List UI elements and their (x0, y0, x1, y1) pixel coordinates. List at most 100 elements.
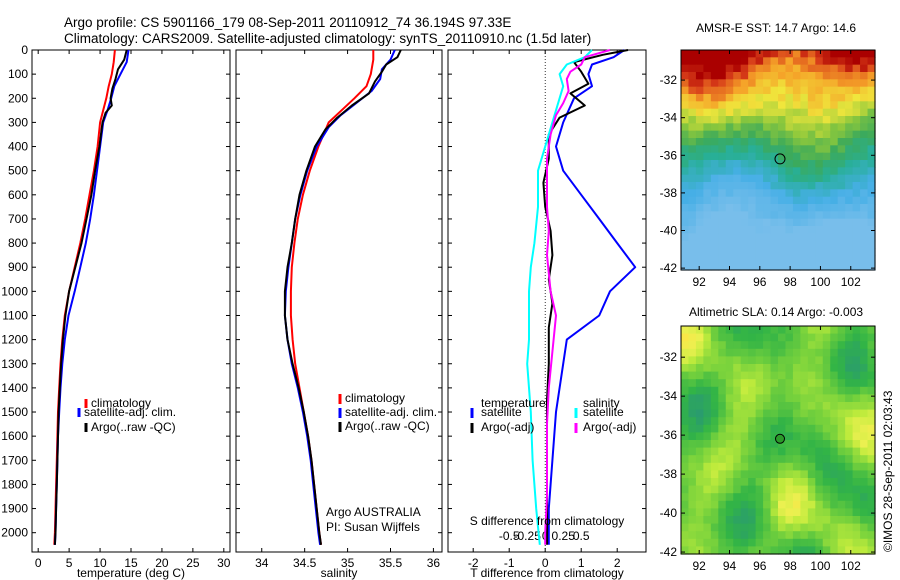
map-cell (770, 226, 779, 234)
map-cell (703, 470, 712, 479)
map-cell (867, 94, 876, 102)
map-cell (860, 516, 869, 525)
map-cell (860, 432, 869, 441)
map-cell (785, 189, 794, 198)
map-cell (718, 531, 727, 540)
map-cell (822, 79, 831, 88)
map-cell (733, 455, 742, 464)
map-cell (770, 116, 779, 124)
map-cell (800, 432, 809, 441)
map-cell (770, 218, 779, 227)
map-cell (845, 167, 854, 176)
map-cell (710, 516, 719, 525)
map-cell (792, 409, 801, 418)
map-cell (815, 470, 824, 479)
map-cell (778, 86, 787, 95)
map-cell (763, 455, 772, 464)
map-cell (763, 182, 772, 190)
map-cell (733, 196, 742, 205)
map-cell (755, 79, 764, 88)
map-cell (867, 248, 876, 256)
map-cell (695, 101, 704, 110)
map-cell (822, 394, 831, 403)
map-cell (807, 145, 816, 154)
depth-tick-label: 1500 (1, 405, 28, 419)
map-cell (785, 138, 794, 146)
x-tick-label: 0 (542, 556, 549, 570)
map-cell (837, 72, 846, 80)
map-cell (718, 196, 727, 205)
map-cell (695, 189, 704, 198)
map-cell (837, 478, 846, 487)
map-cell (681, 478, 690, 487)
map-cell (770, 402, 779, 411)
sla-map-title: Altimetric SLA: 0.14 Argo: -0.003 (689, 305, 863, 319)
series-line (283, 49, 396, 545)
map-cell (688, 64, 697, 73)
map-cell (815, 386, 824, 395)
map-cell (770, 447, 779, 456)
map-cell (681, 233, 690, 242)
map-cell (740, 455, 749, 464)
map-cell (822, 138, 831, 146)
map-cell (815, 348, 824, 357)
map-cell (807, 478, 816, 487)
map-cell (770, 174, 779, 183)
map-cell (785, 101, 794, 110)
map-cell (740, 94, 749, 102)
map-cell (785, 160, 794, 168)
map-cell (725, 123, 734, 132)
map-cell (852, 516, 861, 525)
map-cell (778, 523, 787, 532)
map-cell (815, 101, 824, 110)
map-cell (733, 174, 742, 183)
map-cell (807, 470, 816, 479)
map-cell (792, 447, 801, 456)
depth-tick-label: 600 (8, 188, 28, 202)
map-cell (815, 538, 824, 547)
salinity-panel: 34 34.5 35 35.5 36 salinity climatology sate… (235, 49, 443, 580)
map-cell (681, 240, 690, 249)
map-cell (785, 94, 794, 102)
map-cell (800, 123, 809, 132)
map-cell (695, 402, 704, 411)
map-cell (800, 326, 809, 335)
map-cell (778, 130, 787, 139)
map-cell (740, 182, 749, 190)
map-cell (792, 402, 801, 411)
map-cell (748, 485, 757, 494)
map-cell (733, 182, 742, 190)
map-cell (703, 50, 712, 58)
map-cell (718, 470, 727, 479)
map-cell (755, 386, 764, 395)
map-cell (785, 167, 794, 176)
map-cell (688, 333, 697, 342)
map-cell (822, 440, 831, 449)
map-cell (695, 130, 704, 139)
map-cell (815, 233, 824, 242)
map-cell (785, 152, 794, 161)
map-cell (763, 116, 772, 124)
map-cell (740, 326, 749, 335)
map-cell (725, 160, 734, 168)
map-cell (733, 516, 742, 525)
map-cell (822, 470, 831, 479)
map-cell (681, 348, 690, 357)
map-cell (695, 145, 704, 154)
map-cell (755, 523, 764, 532)
map-cell (852, 94, 861, 102)
map-cell (785, 402, 794, 411)
depth-tick-label: 1000 (1, 284, 28, 298)
map-cell (792, 432, 801, 441)
salinity-axes-frame (235, 49, 443, 553)
map-cell (770, 211, 779, 220)
map-cell (822, 371, 831, 380)
map-cell (770, 50, 779, 58)
map-cell (845, 356, 854, 365)
map-cell (710, 196, 719, 205)
map-cell (837, 138, 846, 146)
map-cell (718, 348, 727, 357)
map-cell (852, 356, 861, 365)
map-cell (860, 108, 869, 117)
sst-map-title: AMSR-E SST: 14.7 Argo: 14.6 (696, 21, 856, 35)
